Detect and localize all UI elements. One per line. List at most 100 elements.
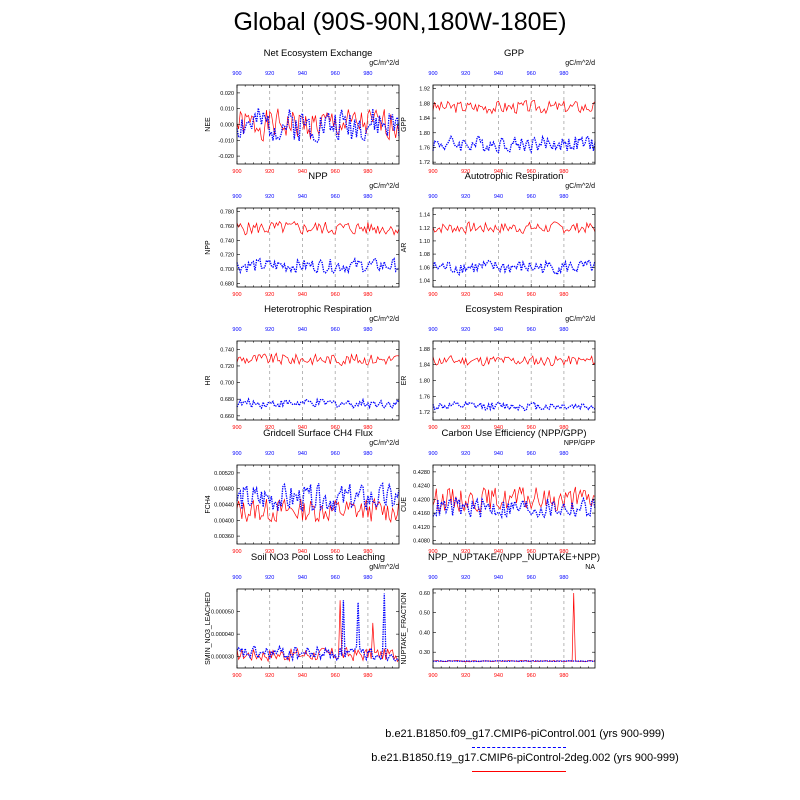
panel-9-x-tick-label-bottom: 920 <box>265 673 274 679</box>
panel-2-y-tick-label: 1.76 <box>419 145 430 151</box>
panel-6-x-tick-label-bottom: 920 <box>461 425 470 431</box>
panel-10-x-tick-label-bottom: 900 <box>428 673 437 679</box>
panel-10-x-tick-label-top: 920 <box>461 575 470 581</box>
panel-3-x-tick-label-top: 940 <box>298 194 307 200</box>
panel-1-units-label: gC/m^2/d <box>369 60 399 67</box>
panel-3-series-line-blue <box>236 256 400 276</box>
panel-6-x-tick-label-top: 920 <box>461 327 470 333</box>
panel-7-x-tick-label-top: 920 <box>265 451 274 457</box>
panel-7-y-axis-label: FCH4 <box>205 495 212 513</box>
panel-3-x-tick-label-top: 900 <box>232 194 241 200</box>
panel-1-y-tick-label: 0.000 <box>220 123 234 129</box>
panel-2-x-tick-label-top: 980 <box>559 71 568 77</box>
panel-9-y-axis-label: SMIN_NO3_LEACHED <box>205 592 212 665</box>
panel-5-y-axis-label: HR <box>205 375 212 385</box>
panel-1-x-tick-label-top: 920 <box>265 71 274 77</box>
panel-8-x-tick-label-top: 900 <box>428 451 437 457</box>
panel-6-y-tick-label: 1.84 <box>419 363 430 369</box>
panel-2-x-tick-label-bottom: 920 <box>461 169 470 175</box>
panel-2-x-tick-label-top: 900 <box>428 71 437 77</box>
panel-3-y-tick-label: 0.740 <box>220 238 234 244</box>
panel-4-y-tick-label: 1.14 <box>419 213 430 219</box>
panel-5-units-label: gC/m^2/d <box>369 316 399 323</box>
panel-8-y-tick-label: 0.4280 <box>413 470 430 476</box>
panel-7-x-tick-label-bottom: 940 <box>298 549 307 555</box>
panel-4-x-tick-label-bottom: 920 <box>461 292 470 298</box>
panel-8-x-tick-label-top: 940 <box>494 451 503 457</box>
panel-8-y-tick-label: 0.4200 <box>413 497 430 503</box>
panel-4-x-tick-label-bottom: 900 <box>428 292 437 298</box>
panel-3-y-tick-label: 0.780 <box>220 210 234 216</box>
panel-4-x-tick-label-top: 900 <box>428 194 437 200</box>
panel-5-x-tick-label-bottom: 920 <box>265 425 274 431</box>
legend-swatch-run2 <box>472 771 566 772</box>
panel-6-y-tick-label: 1.76 <box>419 394 430 400</box>
panel-5-series-line-blue <box>236 397 400 410</box>
panel-10-y-tick-label: 0.40 <box>419 630 430 636</box>
page-title: Global (90S-90N,180W-180E) <box>233 8 567 36</box>
panel-7-series-line-red <box>236 497 400 524</box>
panel-10-x-tick-label-top: 940 <box>494 575 503 581</box>
panel-10-x-tick-label-bottom: 940 <box>494 673 503 679</box>
panel-5-x-tick-label-bottom: 940 <box>298 425 307 431</box>
panel-9-y-tick-label: 0.000040 <box>211 632 234 638</box>
panel-6-x-tick-label-bottom: 940 <box>494 425 503 431</box>
panel-8-x-tick-label-bottom: 920 <box>461 549 470 555</box>
panel-5-x-tick-label-bottom: 980 <box>363 425 372 431</box>
panel-4-y-axis-label: AR <box>401 243 408 253</box>
panel-3-y-tick-label: 0.720 <box>220 253 234 259</box>
panel-3-x-tick-label-bottom: 900 <box>232 292 241 298</box>
panel-1-x-tick-label-bottom: 980 <box>363 169 372 175</box>
panel-2-x-tick-label-bottom: 960 <box>527 169 536 175</box>
panel-4-series-line-blue <box>432 258 596 277</box>
panel-1-series-line-blue <box>236 107 400 144</box>
panel-10-series-line-red <box>432 592 596 663</box>
panel-2-plot-frame <box>432 84 596 165</box>
panel-3-x-tick-label-bottom: 940 <box>298 292 307 298</box>
panel-7-y-tick-label: 0.00400 <box>214 518 234 524</box>
panel-7-y-tick-label: 0.00480 <box>214 487 234 493</box>
panel-6-x-tick-label-bottom: 980 <box>559 425 568 431</box>
panel-10-y-tick-label: 0.60 <box>419 591 430 597</box>
panel-5-series-line-red <box>236 352 400 367</box>
panel-1-x-tick-label-bottom: 940 <box>298 169 307 175</box>
panel-8-x-tick-label-top: 920 <box>461 451 470 457</box>
panel-6-x-tick-label-top: 900 <box>428 327 437 333</box>
panel-7-title: Gridcell Surface CH4 Flux <box>263 428 373 439</box>
panel-1-x-tick-label-bottom: 900 <box>232 169 241 175</box>
panel-5-x-tick-label-bottom: 900 <box>232 425 241 431</box>
panel-5-y-tick-label: 0.700 <box>220 381 234 387</box>
panel-1-x-tick-label-top: 960 <box>331 71 340 77</box>
panel-5-y-tick-label: 0.680 <box>220 397 234 403</box>
panel-9-x-tick-label-bottom: 940 <box>298 673 307 679</box>
panel-7-x-tick-label-bottom: 980 <box>363 549 372 555</box>
panel-1-y-tick-label: -0.020 <box>218 154 234 160</box>
panel-7-y-tick-label: 0.00360 <box>214 534 234 540</box>
panel-2-y-axis-label: GPP <box>401 117 408 132</box>
panel-1-y-tick-label: 0.010 <box>220 107 234 113</box>
panel-10-x-tick-label-top: 980 <box>559 575 568 581</box>
panel-8-title: Carbon Use Efficiency (NPP/GPP) <box>441 428 586 439</box>
panel-1-title: Net Ecosystem Exchange <box>264 48 373 59</box>
panel-2-y-tick-label: 1.80 <box>419 131 430 137</box>
panel-5-x-tick-label-top: 980 <box>363 327 372 333</box>
panel-10-plot-frame <box>432 588 596 669</box>
panel-10-units-label: NA <box>585 564 595 571</box>
panel-7-x-tick-label-bottom: 920 <box>265 549 274 555</box>
panel-4-plot-frame <box>432 207 596 288</box>
panel-5-x-tick-label-bottom: 960 <box>331 425 340 431</box>
panel-1-x-tick-label-bottom: 920 <box>265 169 274 175</box>
panel-2-series-line-blue <box>432 134 596 154</box>
panel-1-x-tick-label-top: 900 <box>232 71 241 77</box>
panel-4-y-tick-label: 1.10 <box>419 239 430 245</box>
panel-7-x-tick-label-top: 980 <box>363 451 372 457</box>
panel-3-title: NPP <box>308 171 328 182</box>
panel-6-y-axis-label: ER <box>401 376 408 386</box>
panel-8-y-tick-label: 0.4120 <box>413 525 430 531</box>
panel-2-y-tick-label: 1.88 <box>419 101 430 107</box>
panel-8-y-axis-label: CUE <box>401 497 408 512</box>
panel-2-y-tick-label: 1.84 <box>419 116 430 122</box>
panel-10-y-tick-label: 0.50 <box>419 611 430 617</box>
panel-1-y-axis-label: NEE <box>205 117 212 132</box>
